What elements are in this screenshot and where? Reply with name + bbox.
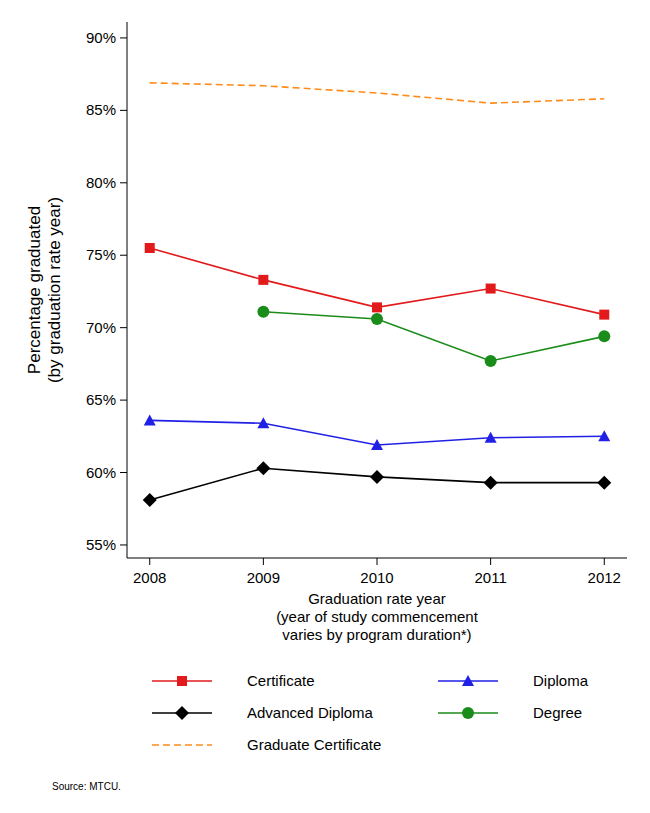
x-axis-label: (year of study commencement bbox=[276, 608, 479, 625]
y-tick-label: 65% bbox=[86, 391, 116, 408]
series bbox=[144, 414, 611, 450]
y-tick bbox=[120, 110, 127, 111]
x-tick-label: 2010 bbox=[360, 569, 393, 586]
point bbox=[485, 355, 497, 367]
y-tick bbox=[120, 255, 127, 256]
series bbox=[143, 461, 612, 507]
legend: Certificate Diploma Advanced Diploma Degree… bbox=[152, 672, 589, 753]
y-axis bbox=[127, 22, 128, 558]
legend-label: Degree bbox=[533, 704, 582, 721]
y-tick bbox=[120, 544, 127, 545]
y-axis-label: (by graduation rate year) bbox=[45, 197, 64, 383]
legend-marker bbox=[177, 676, 187, 686]
plot-area bbox=[143, 83, 612, 507]
legend-label: Graduate Certificate bbox=[247, 736, 381, 753]
x-tick-label: 2008 bbox=[133, 569, 166, 586]
point bbox=[598, 430, 610, 441]
point bbox=[486, 284, 496, 294]
legend-line bbox=[152, 744, 212, 746]
x-tick-label: 2011 bbox=[475, 569, 507, 586]
point bbox=[485, 432, 497, 443]
point bbox=[145, 243, 155, 253]
chart: 55% 60% 65% 70% 75% 80% 85% 90% 2008 2009 2010 2011… bbox=[0, 0, 650, 813]
x-tick bbox=[377, 558, 378, 565]
y-tick bbox=[120, 327, 127, 328]
point bbox=[258, 275, 268, 285]
legend-label: Advanced Diploma bbox=[247, 704, 374, 721]
point bbox=[598, 330, 610, 342]
point bbox=[372, 302, 382, 312]
x-axis-label: Graduation rate year bbox=[308, 590, 446, 607]
x-tick-label: 2009 bbox=[247, 569, 280, 586]
x-tick-label: 2012 bbox=[588, 569, 621, 586]
y-tick-label: 75% bbox=[86, 246, 116, 263]
y-tick bbox=[120, 182, 127, 183]
point bbox=[144, 414, 156, 425]
series bbox=[257, 306, 610, 367]
point bbox=[256, 461, 270, 475]
point bbox=[257, 417, 269, 428]
x-tick bbox=[149, 558, 150, 565]
point bbox=[143, 493, 157, 507]
legend-marker bbox=[175, 706, 189, 720]
point bbox=[597, 476, 611, 490]
series bbox=[145, 243, 610, 320]
x-tick bbox=[263, 558, 264, 565]
series-line bbox=[150, 83, 605, 103]
point bbox=[371, 439, 383, 450]
y-axis-label: Percentage graduated bbox=[25, 206, 44, 374]
point bbox=[257, 306, 269, 318]
point bbox=[599, 310, 609, 320]
y-tick bbox=[120, 400, 127, 401]
legend-label: Diploma bbox=[533, 672, 589, 689]
y-tick-label: 70% bbox=[86, 319, 116, 336]
x-tick bbox=[490, 558, 491, 565]
y-tick bbox=[120, 472, 127, 473]
x-tick bbox=[604, 558, 605, 565]
series-line bbox=[150, 468, 605, 500]
series-line bbox=[150, 248, 605, 315]
y-tick-label: 85% bbox=[86, 101, 116, 118]
legend-label: Certificate bbox=[247, 672, 315, 689]
series bbox=[150, 83, 605, 103]
y-tick-label: 55% bbox=[86, 536, 116, 553]
series-line bbox=[263, 312, 604, 361]
source-note: Source: MTCU. bbox=[52, 781, 121, 792]
y-tick bbox=[120, 37, 127, 38]
y-tick-label: 80% bbox=[86, 174, 116, 191]
x-axis-label: varies by program duration*) bbox=[282, 626, 471, 643]
y-tick-label: 90% bbox=[86, 29, 116, 46]
y-tick-label: 60% bbox=[86, 464, 116, 481]
legend-marker bbox=[462, 707, 474, 719]
point bbox=[484, 476, 498, 490]
point bbox=[371, 313, 383, 325]
legend-marker bbox=[462, 675, 474, 686]
point bbox=[370, 470, 384, 484]
